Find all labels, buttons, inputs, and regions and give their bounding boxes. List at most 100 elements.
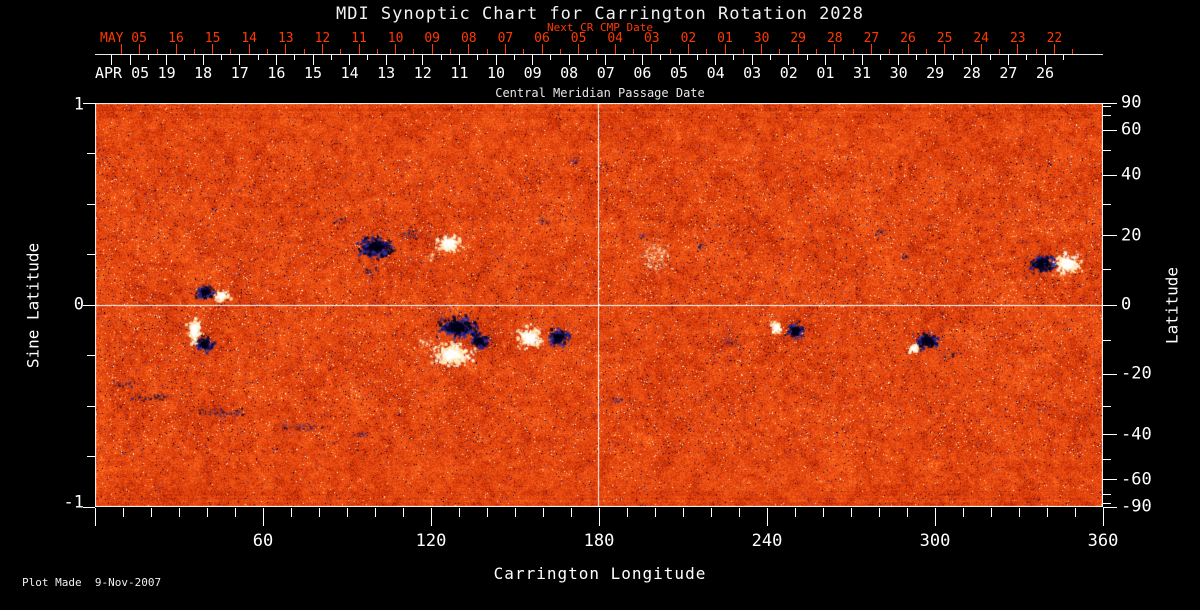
next-cr-day-label: 14 bbox=[241, 31, 258, 46]
cmp-day-tick bbox=[202, 55, 204, 65]
cmp-day-label: 16 bbox=[267, 64, 286, 82]
longitude-tick bbox=[262, 508, 264, 526]
next-cr-day-tick bbox=[761, 44, 763, 54]
latitude-tick bbox=[1103, 503, 1111, 505]
cmp-day-tick bbox=[550, 55, 552, 60]
cmp-day-tick bbox=[367, 55, 369, 60]
sine-latitude-tick bbox=[87, 456, 95, 457]
longitude-tick bbox=[150, 508, 152, 517]
cmp-day-tick bbox=[129, 55, 131, 65]
next-cr-day-tick bbox=[614, 44, 616, 54]
cmp-day-tick bbox=[843, 55, 845, 60]
sine-latitude-axis-title: Sine Latitude bbox=[23, 242, 43, 369]
cmp-day-label: 18 bbox=[194, 64, 213, 82]
next-cr-day-tick bbox=[907, 44, 909, 54]
cmp-day-tick bbox=[715, 55, 717, 65]
cmp-day-tick bbox=[733, 55, 735, 60]
next-cr-day-tick bbox=[175, 44, 177, 54]
next-cr-day-tick bbox=[633, 49, 634, 54]
next-cr-day-tick bbox=[248, 44, 250, 54]
cmp-day-tick bbox=[477, 55, 479, 60]
cmp-day-tick bbox=[1062, 55, 1064, 60]
latitude-tick-label: -60 bbox=[1121, 469, 1152, 490]
cmp-day-tick bbox=[751, 55, 753, 65]
longitude-tick bbox=[570, 508, 572, 517]
cmp-day-label: 28 bbox=[962, 64, 981, 82]
cmp-day-label: 01 bbox=[816, 64, 835, 82]
next-cr-month-label: MAY 05 bbox=[100, 31, 147, 46]
next-cr-day-tick bbox=[120, 44, 122, 54]
latitude-tick bbox=[1103, 129, 1117, 131]
next-cr-day-tick bbox=[376, 49, 378, 54]
cmp-day-tick bbox=[934, 55, 936, 65]
next-cr-day-tick bbox=[834, 44, 836, 54]
longitude-tick bbox=[934, 508, 936, 526]
cmp-day-tick bbox=[330, 55, 332, 60]
cmp-day-tick bbox=[349, 55, 351, 65]
longitude-tick bbox=[514, 508, 516, 517]
next-cr-day-tick bbox=[486, 49, 488, 54]
cmp-day-label: 06 bbox=[633, 64, 652, 82]
longitude-tick bbox=[626, 508, 628, 517]
next-cr-day-tick bbox=[999, 49, 1000, 54]
longitude-tick bbox=[234, 508, 236, 517]
next-cr-day-tick bbox=[1017, 44, 1019, 54]
next-cr-day-label: 06 bbox=[534, 31, 550, 46]
longitude-tick-label: 180 bbox=[583, 531, 615, 551]
longitude-tick bbox=[710, 508, 712, 517]
cmp-day-tick bbox=[221, 55, 222, 60]
latitude-tick bbox=[1103, 459, 1111, 461]
longitude-tick bbox=[1074, 508, 1076, 517]
next-cr-day-tick bbox=[1035, 49, 1037, 54]
cmp-day-tick bbox=[1007, 55, 1009, 65]
next-cr-day-label: 27 bbox=[863, 31, 880, 46]
sine-latitude-tick bbox=[83, 506, 95, 508]
next-cr-cmp-date-axis-title: Next CR CMP Date bbox=[547, 21, 653, 34]
cmp-day-label: 04 bbox=[706, 64, 725, 82]
next-cr-day-label: 26 bbox=[900, 31, 916, 46]
next-cr-day-tick bbox=[578, 44, 580, 54]
latitude-tick bbox=[1103, 373, 1117, 375]
longitude-tick bbox=[822, 508, 824, 517]
longitude-tick bbox=[178, 508, 180, 517]
longitude-tick bbox=[94, 508, 96, 526]
next-cr-day-tick bbox=[138, 44, 140, 54]
cmp-day-tick bbox=[898, 55, 900, 65]
cmp-day-tick bbox=[989, 55, 991, 60]
longitude-tick-label: 60 bbox=[252, 531, 274, 551]
cmp-day-tick bbox=[111, 55, 113, 65]
longitude-tick bbox=[1102, 508, 1104, 526]
longitude-tick-label: 240 bbox=[751, 531, 783, 551]
next-cr-day-tick bbox=[559, 49, 561, 54]
next-cr-day-tick bbox=[980, 44, 982, 54]
cmp-day-label: 17 bbox=[230, 64, 249, 82]
longitude-tick bbox=[850, 508, 852, 517]
next-cr-day-label: 13 bbox=[277, 31, 294, 46]
next-cr-day-tick bbox=[651, 44, 653, 54]
cmp-day-tick bbox=[275, 55, 277, 65]
next-cr-day-tick bbox=[706, 49, 708, 54]
next-cr-day-label: 07 bbox=[497, 31, 514, 46]
next-cr-day-tick bbox=[541, 44, 543, 54]
next-cr-day-tick bbox=[431, 44, 433, 54]
next-cr-day-label: 08 bbox=[460, 31, 477, 46]
cmp-day-tick bbox=[641, 55, 643, 65]
cmp-day-tick bbox=[953, 55, 954, 60]
next-cr-day-tick bbox=[193, 49, 195, 54]
next-cr-day-label: 03 bbox=[643, 31, 660, 46]
next-cr-day-tick bbox=[669, 49, 671, 54]
cmp-day-label: 13 bbox=[377, 64, 396, 82]
longitude-tick bbox=[122, 508, 124, 517]
page-title: MDI Synoptic Chart for Carrington Rotati… bbox=[335, 4, 865, 24]
longitude-tick-label: 120 bbox=[415, 531, 447, 551]
longitude-tick bbox=[962, 508, 964, 517]
next-cr-day-tick bbox=[687, 44, 689, 54]
latitude-tick-label: 40 bbox=[1121, 164, 1142, 185]
next-cr-day-label: 05 bbox=[570, 31, 587, 46]
next-cr-day-tick bbox=[870, 44, 872, 54]
cmp-month-label: APR 05 bbox=[95, 64, 150, 82]
next-cr-day-tick bbox=[157, 49, 159, 54]
cmp-day-tick bbox=[696, 55, 698, 60]
next-cr-day-label: 24 bbox=[973, 31, 990, 46]
